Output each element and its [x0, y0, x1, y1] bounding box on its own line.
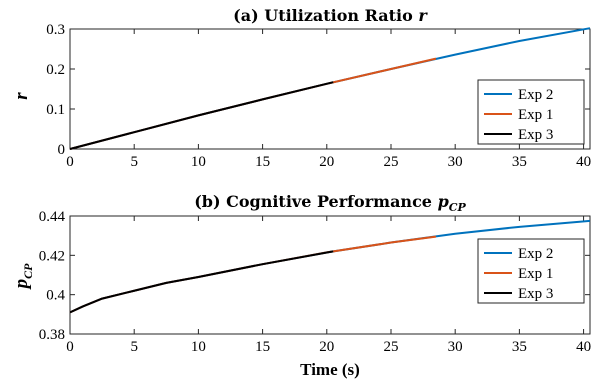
panel-b-xtick-label-6: 30 — [448, 339, 463, 355]
panel-a-ytick-label-0: 0 — [58, 142, 66, 158]
panel-a-legend-label-0: Exp 2 — [518, 87, 553, 103]
panel-b-legend-label-1: Exp 1 — [518, 266, 553, 282]
panel-a-xtick-label-8: 40 — [576, 154, 591, 170]
panel-b-series-line-exp-3 — [69, 250, 334, 314]
panel-b-title: (b) Cognitive Performance pCP — [194, 192, 466, 214]
panel-a-xtick-label-4: 20 — [319, 154, 334, 170]
panel-b-ytick-label-0: 0.38 — [39, 327, 65, 343]
panel-a-ytick-label-1: 0.1 — [46, 102, 65, 118]
panel-b-title-main: (b) Cognitive Performance — [194, 192, 432, 211]
panel-b-xtick-label-4: 20 — [319, 339, 334, 355]
panel-b-ytick-label-1: 0.4 — [46, 288, 65, 304]
panel-a: (a) Utilization Ratio r 0 5 10 15 20 25 30 35 40… — [11, 6, 591, 170]
panel-b-axes-box — [69, 215, 591, 335]
panel-a-ytick-label-2: 0.2 — [46, 62, 65, 78]
panel-a-xtick-label-2: 10 — [191, 154, 206, 170]
panel-a-title-main: (a) Utilization Ratio — [233, 6, 413, 25]
panel-b-xtick-label-2: 10 — [191, 339, 206, 355]
panel-a-ylabel: r — [11, 92, 32, 100]
panel-a-xtick-label-0: 0 — [66, 154, 74, 170]
panel-b-legend-label-2: Exp 3 — [518, 286, 553, 302]
panel-a-legend-label-1: Exp 1 — [518, 107, 553, 123]
panel-b-xtick-label-1: 5 — [130, 339, 138, 355]
panel-a-xtick-label-7: 35 — [512, 154, 527, 170]
panel-a-legend-label-2: Exp 3 — [518, 127, 553, 143]
panel-a-xtick-label-3: 15 — [255, 154, 270, 170]
panel-a-xtick-label-6: 30 — [448, 154, 463, 170]
panel-a-ticks: 0 5 10 15 20 25 30 35 40 0 0.1 0.2 0.3 — [46, 22, 591, 170]
panel-a-xtick-label-1: 5 — [130, 154, 138, 170]
panel-b-xtick-label-5: 25 — [383, 339, 398, 355]
panel-b-legend-label-0: Exp 2 — [518, 246, 553, 262]
panel-b-xtick-label-0: 0 — [66, 339, 74, 355]
panel-b-title-sub: CP — [449, 201, 467, 214]
panel-b: (b) Cognitive Performance pCP 0 5 10 15 20 25… — [11, 192, 591, 379]
panel-b-xlabel: Time (s) — [300, 360, 360, 379]
panel-a-series-line-exp-3 — [69, 81, 334, 150]
panel-a-xtick-label-5: 25 — [383, 154, 398, 170]
panel-b-title-var: p — [438, 192, 449, 211]
panel-b-ytick-label-2: 0.42 — [39, 248, 65, 264]
panel-b-ylabel-sub: CP — [21, 263, 35, 279]
panel-a-title: (a) Utilization Ratio r — [233, 6, 428, 25]
panel-b-ticks: 0 5 10 15 20 25 30 35 40 0.38 0.4 0.42 0.44 — [39, 209, 591, 355]
panel-b-series — [69, 219, 591, 314]
panel-a-ytick-label-3: 0.3 — [46, 22, 65, 38]
panel-a-title-var: r — [418, 6, 428, 25]
panel-a-axes-box — [69, 28, 591, 150]
panel-b-series-line-exp-1 — [69, 235, 437, 314]
panel-a-series — [69, 27, 591, 150]
panel-a-legend: Exp 2 Exp 1 Exp 3 — [477, 79, 585, 145]
panel-b-legend: Exp 2 Exp 1 Exp 3 — [477, 238, 585, 304]
panel-b-ylabel-var: p — [11, 279, 32, 291]
panel-b-xtick-label-3: 15 — [255, 339, 270, 355]
panel-b-ylabel: pCP — [11, 263, 35, 291]
panel-b-xtick-label-7: 35 — [512, 339, 527, 355]
panel-b-xtick-label-8: 40 — [576, 339, 591, 355]
panel-b-ytick-label-3: 0.44 — [39, 209, 66, 225]
